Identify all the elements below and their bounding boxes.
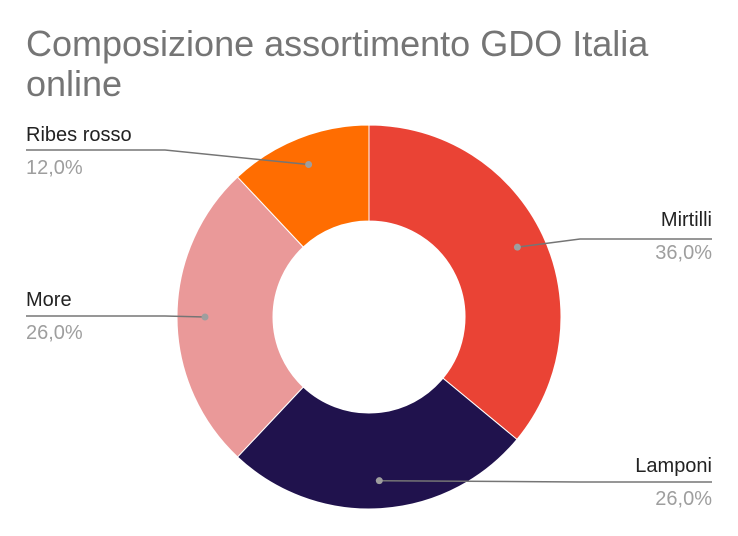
leader-dot	[513, 243, 521, 251]
slice-lamponi[interactable]	[236, 377, 518, 510]
slice-label: Ribes rosso	[26, 124, 132, 146]
slice-more[interactable]	[176, 176, 304, 458]
leader-dot	[305, 161, 313, 169]
chart-title: Composizione assortimento GDO Italia onl…	[26, 23, 649, 104]
leader-line	[26, 149, 309, 166]
slice-percent-label: 36,0%	[655, 242, 712, 264]
slice-ribes-rosso[interactable]	[236, 124, 370, 248]
leader-dot	[375, 477, 383, 485]
leader-line	[379, 479, 712, 483]
slice-percent-label: 26,0%	[655, 488, 712, 510]
slice-label: More	[26, 289, 72, 311]
leader-line	[26, 315, 206, 318]
leader-dot	[201, 313, 209, 321]
slice-percent-label: 26,0%	[26, 322, 83, 344]
slice-label: Lamponi	[635, 455, 712, 477]
slice-mirtilli[interactable]	[368, 124, 562, 441]
leader-line	[517, 238, 712, 248]
slice-label: Mirtilli	[661, 209, 712, 231]
slice-percent-label: 12,0%	[26, 157, 83, 179]
